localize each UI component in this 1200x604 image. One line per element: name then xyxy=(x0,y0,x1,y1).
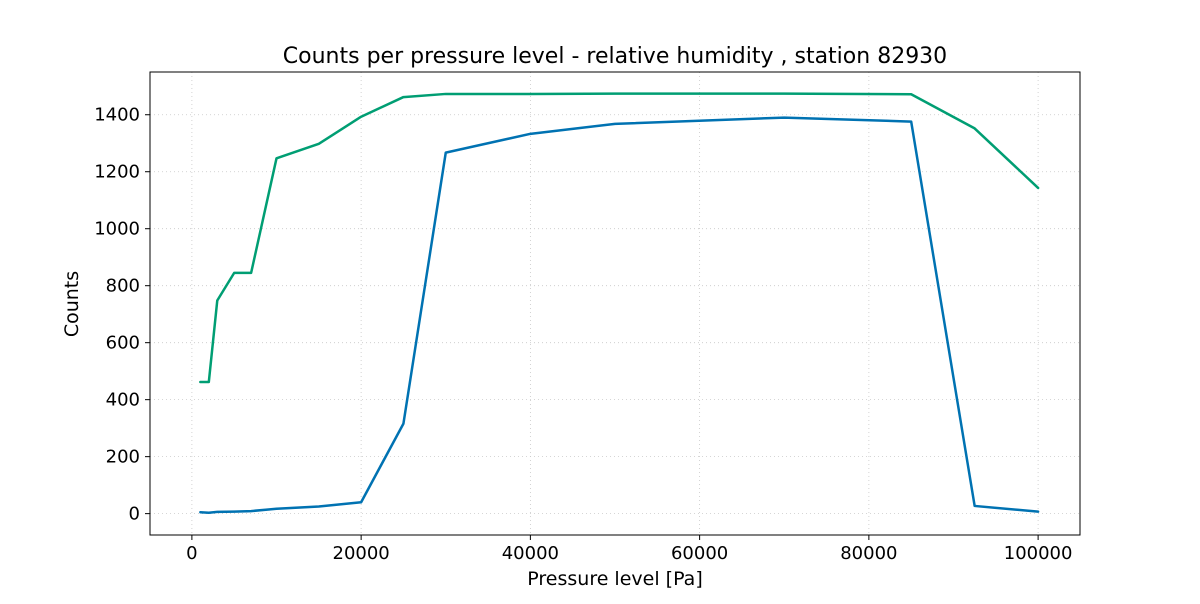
y-tick-label: 600 xyxy=(106,333,140,354)
y-tick-label: 800 xyxy=(106,276,140,297)
x-tick-label: 20000 xyxy=(333,543,390,564)
x-tick-label: 80000 xyxy=(840,543,897,564)
series-line-1 xyxy=(199,92,1040,384)
x-tick-label: 40000 xyxy=(502,543,559,564)
x-tick-label: 0 xyxy=(186,543,197,564)
y-tick-label: 0 xyxy=(129,504,140,525)
x-axis-ticks: 0 20000 40000 60000 80000 100000 xyxy=(186,535,1072,564)
y-tick-label: 1000 xyxy=(94,219,140,240)
chart-title: Counts per pressure level - relative hum… xyxy=(283,44,947,69)
x-tick-label: 60000 xyxy=(671,543,728,564)
x-axis-label: Pressure level [Pa] xyxy=(527,568,702,590)
series-line-2 xyxy=(199,116,1040,515)
y-tick-label: 400 xyxy=(106,390,140,411)
y-axis-label: Counts xyxy=(61,271,83,337)
series-lines xyxy=(199,92,1040,515)
grid xyxy=(150,72,1080,535)
x-tick-label: 100000 xyxy=(1004,543,1073,564)
y-axis-ticks: 0 200 400 600 800 1000 1200 1400 xyxy=(94,105,150,525)
y-tick-label: 1400 xyxy=(94,105,140,126)
plot-frame xyxy=(149,71,1081,536)
y-tick-label: 200 xyxy=(106,447,140,468)
y-tick-label: 1200 xyxy=(94,162,140,183)
